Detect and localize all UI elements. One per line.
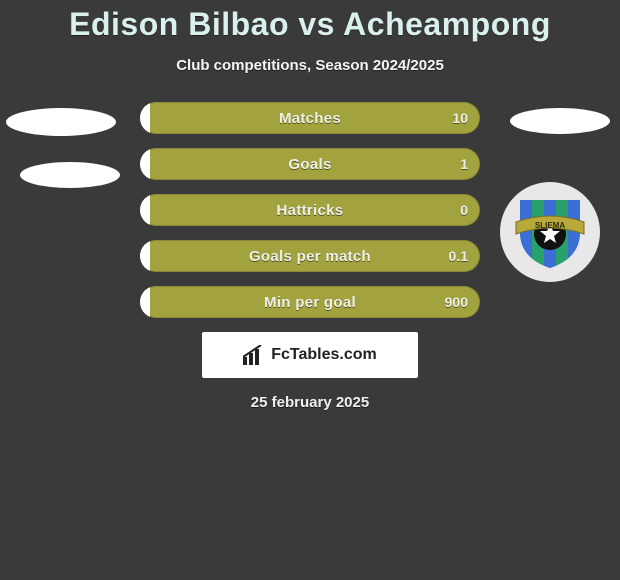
- stat-value-right: 0: [460, 194, 468, 226]
- stat-value-right: 900: [445, 286, 468, 318]
- stat-label: Matches: [140, 102, 480, 134]
- stat-bar: Goals1: [140, 148, 480, 180]
- player-left-photo-placeholder-1: [6, 108, 116, 136]
- subtitle: Club competitions, Season 2024/2025: [0, 57, 620, 74]
- stat-value-right: 0.1: [449, 240, 468, 272]
- bar-chart-icon: [243, 345, 265, 365]
- club-badge-right: SLIEMA: [500, 182, 600, 282]
- player-right-photo-placeholder: [510, 108, 610, 134]
- stat-bar: Min per goal900: [140, 286, 480, 318]
- footer-date: 25 february 2025: [0, 394, 620, 411]
- stat-label: Hattricks: [140, 194, 480, 226]
- club-crest-icon: SLIEMA: [510, 192, 590, 272]
- stat-label: Min per goal: [140, 286, 480, 318]
- brand-box: FcTables.com: [202, 332, 418, 378]
- club-badge-label: SLIEMA: [535, 221, 565, 230]
- stat-bar: Goals per match0.1: [140, 240, 480, 272]
- stat-label: Goals: [140, 148, 480, 180]
- stat-bars: Matches10Goals1Hattricks0Goals per match…: [140, 102, 480, 318]
- player-left-photo-placeholder-2: [20, 162, 120, 188]
- stat-label: Goals per match: [140, 240, 480, 272]
- stat-bar: Matches10: [140, 102, 480, 134]
- brand-text: FcTables.com: [271, 346, 377, 364]
- comparison-stage: SLIEMA Matches10Goals1Hattricks0Goals pe…: [0, 102, 620, 318]
- stat-value-right: 10: [452, 102, 468, 134]
- stat-bar: Hattricks0: [140, 194, 480, 226]
- stat-value-right: 1: [460, 148, 468, 180]
- page-title: Edison Bilbao vs Acheampong: [0, 0, 620, 43]
